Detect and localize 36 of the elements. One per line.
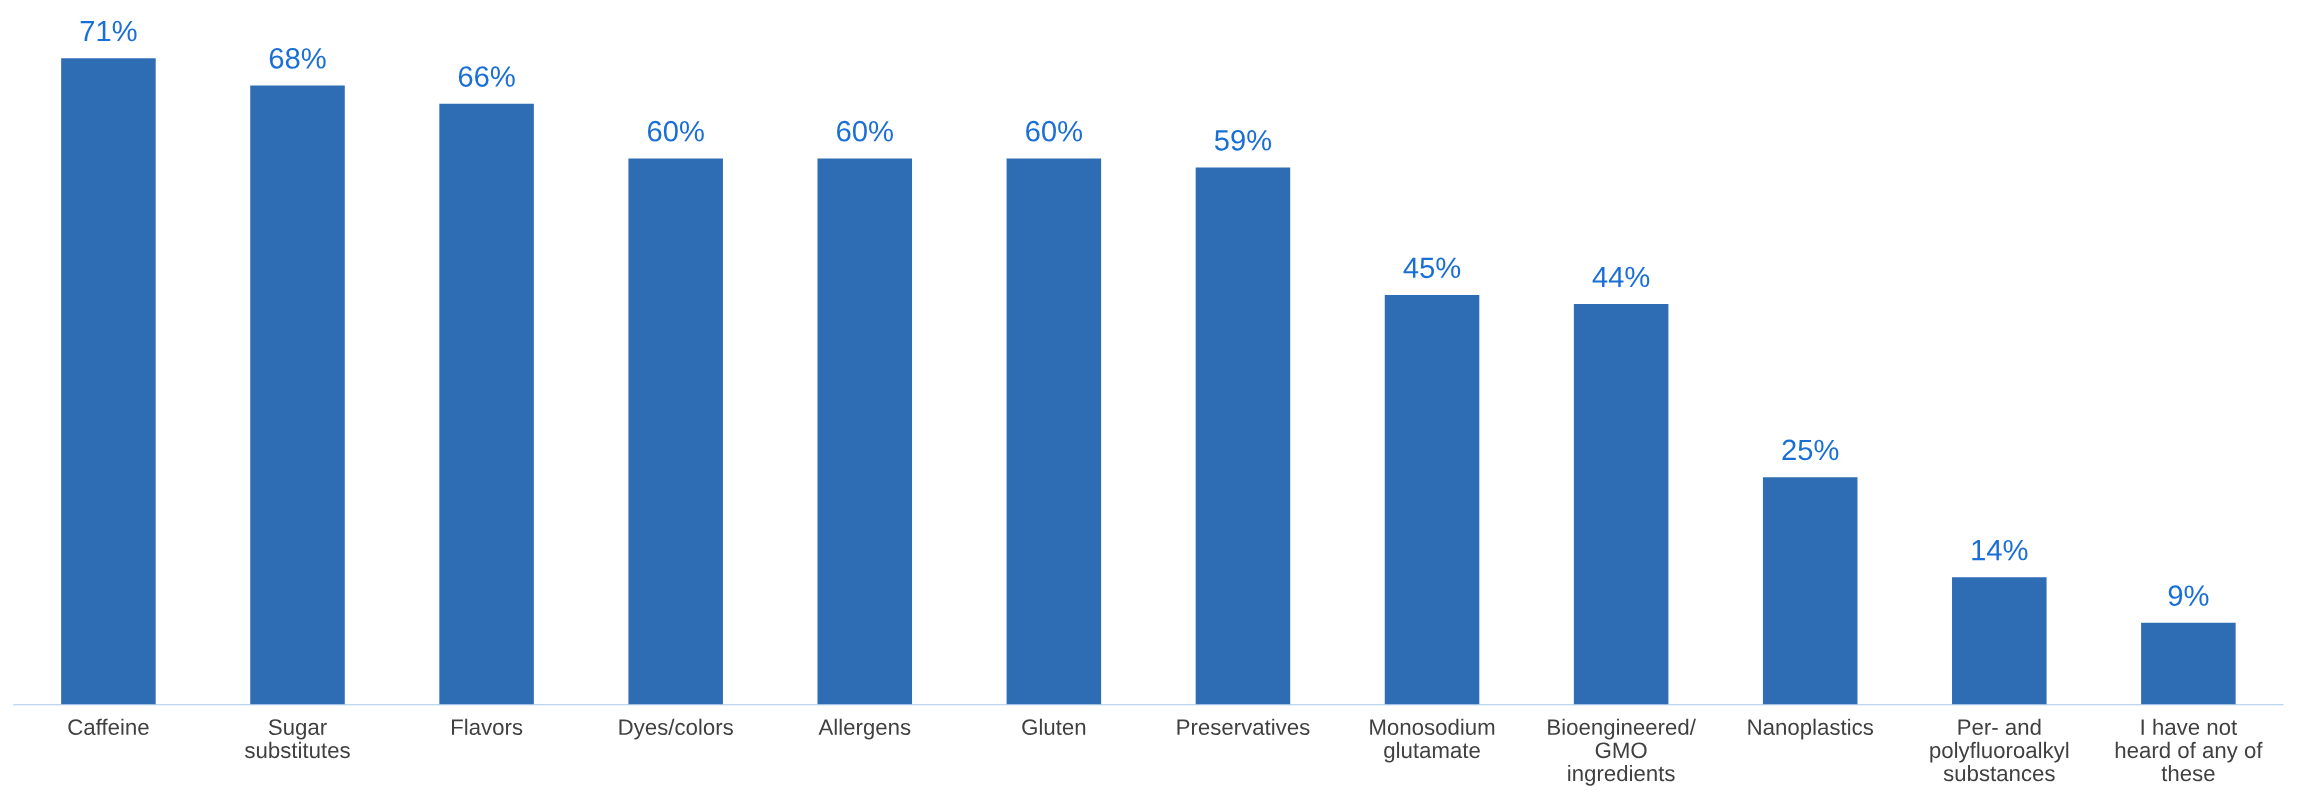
x-tick-label: Nanoplastics — [1748, 718, 1874, 740]
x-tick-label: Preservatives — [1177, 718, 1310, 736]
data-label: 14% — [1972, 539, 2028, 561]
data-label: 66% — [458, 66, 515, 87]
data-label: 59% — [1214, 129, 1272, 151]
bar — [61, 58, 156, 705]
bar — [1384, 295, 1480, 705]
data-label: 60% — [1026, 120, 1083, 142]
x-tick-label: Caffeine — [68, 718, 149, 736]
x-tick-label: Gluten — [1022, 718, 1086, 736]
bar — [1952, 577, 2047, 705]
x-tick-label: Allergens — [818, 718, 911, 740]
data-label: 71% — [80, 20, 137, 42]
x-tick-label: Bioengineered/ GMO ingredients — [1548, 718, 1696, 786]
data-label: 60% — [647, 120, 704, 142]
bar — [628, 158, 723, 705]
data-label: 45% — [1403, 257, 1461, 279]
x-tick-label: Monosodium glutamate — [1370, 718, 1495, 763]
x-tick-label: Dyes/colors — [619, 718, 733, 740]
x-tick-label: Sugar substitutes — [245, 719, 350, 759]
x-tick-label: I have not heard of any of these — [2115, 718, 2263, 782]
bar — [817, 158, 913, 705]
x-tick-label: Per- and polyfluoroalkyl substances — [1930, 718, 2069, 782]
bar — [1762, 477, 1858, 705]
bar — [1573, 304, 1669, 705]
data-label: 44% — [1592, 266, 1650, 288]
x-tick-label: Flavors — [452, 718, 523, 736]
data-label: 25% — [1782, 439, 1839, 461]
data-label: 9% — [2168, 585, 2209, 606]
bar — [1006, 158, 1102, 705]
bar — [2141, 622, 2236, 705]
bar — [250, 85, 345, 705]
bar — [439, 103, 534, 705]
bar — [1195, 167, 1291, 705]
data-label: 68% — [269, 48, 326, 69]
data-label: 60% — [837, 120, 893, 142]
